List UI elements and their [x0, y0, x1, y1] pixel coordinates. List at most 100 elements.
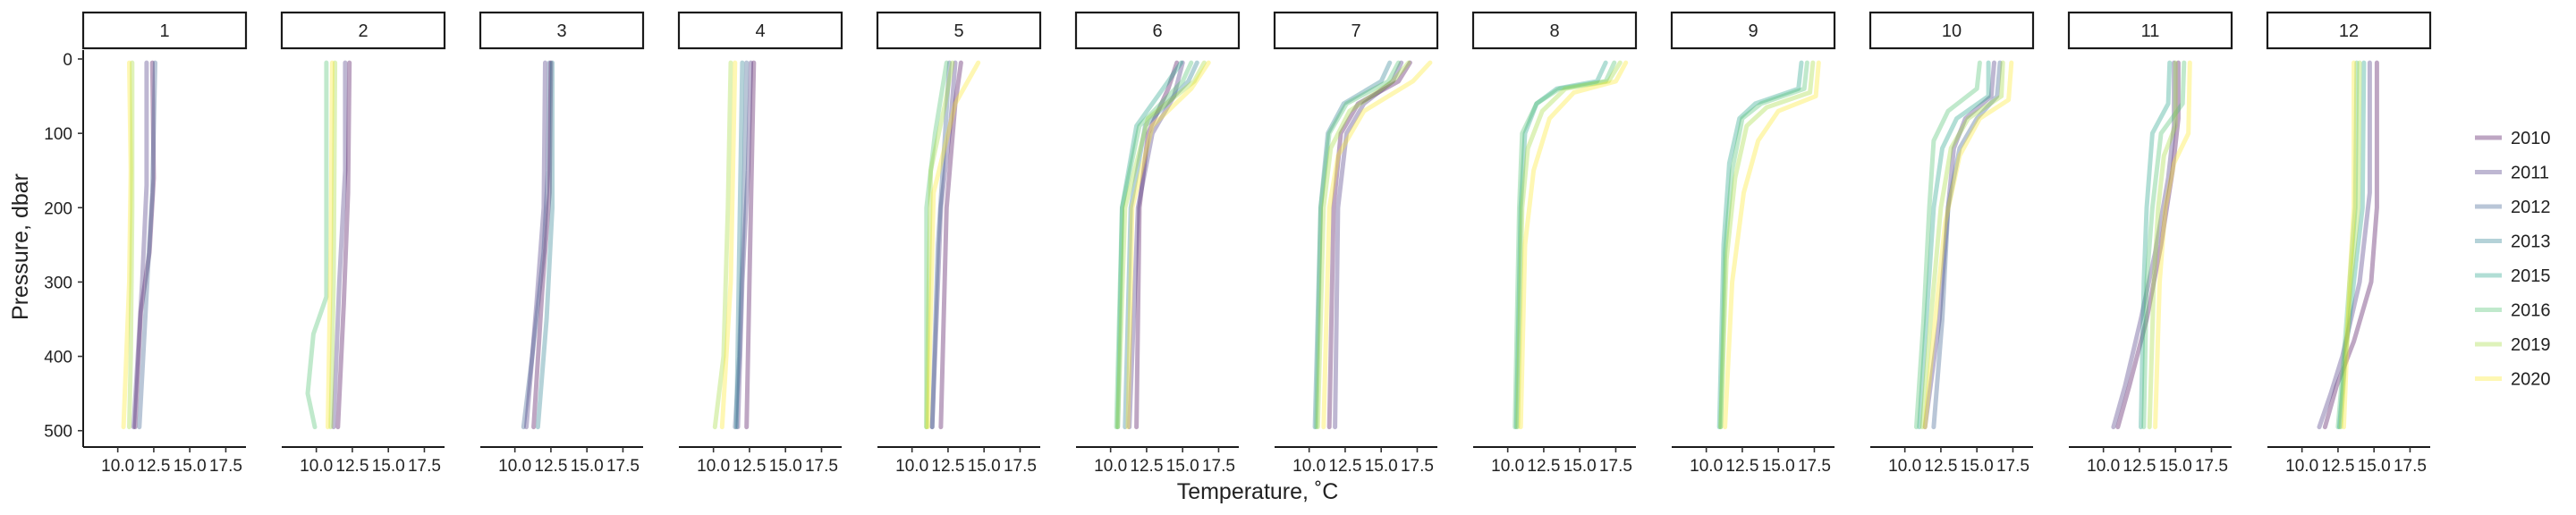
profile-line-2010: [744, 60, 757, 430]
profile-lines: [712, 60, 757, 430]
x-tick-label: 15.0: [2358, 457, 2391, 476]
x-tick-label: 12.5: [2123, 457, 2156, 476]
facet-strip: [479, 11, 645, 50]
facet-panel-6: 6 10.0 12.5 15.0 17.5: [1074, 11, 1241, 476]
profile-line-2012: [1931, 60, 2003, 430]
profile-line-2011: [735, 60, 753, 430]
y-axis: 0 100 200 300 400 500: [44, 51, 83, 442]
profile-lines: [1914, 60, 2014, 430]
y-tick-label: 0: [63, 51, 72, 70]
x-tick-label: 15.0: [1563, 457, 1597, 476]
x-tick-label: 17.5: [805, 457, 838, 476]
facet-strip: [1471, 11, 1638, 50]
profile-line-2011: [2317, 60, 2372, 430]
profile-line-2015: [1115, 60, 1184, 430]
profile-line-2020: [1125, 60, 1211, 430]
profile-line-2010: [938, 60, 963, 430]
legend-item-2012: 2012: [2475, 198, 2551, 217]
profile-line-2020: [326, 60, 335, 430]
y-axis-title: Pressure, dbar: [8, 173, 33, 320]
profile-line-2020: [2341, 60, 2357, 430]
profile-line-2011: [2111, 60, 2177, 430]
x-tick-label: 15.0: [968, 457, 1001, 476]
x-tick-label: 17.5: [1798, 457, 1831, 476]
facet-strip-label: 7: [1351, 21, 1360, 41]
profile-line-2011: [1127, 60, 1185, 430]
y-tick-label: 400: [44, 349, 72, 367]
legend-item-2015: 2015: [2475, 266, 2551, 286]
profile-line-2020: [121, 60, 133, 430]
facet-strip-label: 12: [2339, 21, 2359, 41]
profile-line-2020: [1922, 60, 2014, 430]
profile-lines: [1716, 60, 1821, 430]
facet-panel-8: 8 10.0 12.5 15.0 17.5: [1471, 11, 1638, 476]
profile-line-2010: [1326, 60, 1412, 430]
profile-line-2019: [1718, 60, 1816, 430]
profile-line-2010: [2322, 60, 2379, 430]
profile-line-2016: [2141, 60, 2187, 430]
x-tick-label: 12.5: [733, 457, 766, 476]
profile-line-2011: [524, 60, 547, 430]
profile-line-2020: [1723, 60, 1821, 430]
x-tick-label: 15.0: [1365, 457, 1398, 476]
legend-item-2013: 2013: [2475, 232, 2551, 252]
legend-item-2019: 2019: [2475, 335, 2551, 355]
profile-line-2016: [1513, 60, 1617, 430]
x-tick-label: 10.0: [498, 457, 531, 476]
x-tick-label: 15.0: [174, 457, 207, 476]
profile-line-2016: [2335, 60, 2360, 430]
legend-label: 2013: [2511, 232, 2551, 252]
facet-strip-label: 2: [358, 21, 368, 41]
profile-line-2016: [305, 60, 329, 430]
profile-line-2020: [1321, 60, 1433, 430]
x-tick-label: 15.0: [2159, 457, 2192, 476]
legend-label: 2015: [2511, 266, 2551, 286]
profile-line-2019: [2147, 60, 2178, 430]
legend-label: 2011: [2511, 164, 2549, 183]
x-tick-label: 12.5: [137, 457, 170, 476]
profile-line-2016: [1114, 60, 1194, 430]
facet-strip: [1074, 11, 1241, 50]
x-tick-label: 17.5: [2195, 457, 2228, 476]
x-tick-label: 15.0: [372, 457, 405, 476]
profile-line-2019: [1315, 60, 1411, 430]
facet-strip-label: 10: [1942, 21, 1962, 41]
profile-line-2013: [733, 60, 745, 430]
profile-line-2016: [1314, 60, 1401, 430]
profile-line-2016: [924, 60, 949, 430]
facet-strip: [1670, 11, 1836, 50]
profile-line-2011: [331, 60, 348, 430]
x-tick-label: 10.0: [697, 457, 730, 476]
facet-panel-2: 2 10.0 12.5 15.0 17.5: [280, 11, 446, 476]
profile-line-2019: [1115, 60, 1207, 430]
legend-item-2016: 2016: [2475, 301, 2551, 321]
profile-line-2010: [1134, 60, 1180, 430]
x-tick-label: 10.0: [1094, 457, 1127, 476]
facet-strip: [1273, 11, 1439, 50]
legend-label: 2020: [2511, 370, 2551, 390]
y-tick-label: 100: [44, 125, 72, 144]
facet-strip-label: 5: [953, 21, 963, 41]
profile-line-2019: [924, 60, 955, 430]
facet-panel-12: 12 10.0 12.5 15.0 17.5: [2266, 11, 2432, 476]
legend-item-2010: 2010: [2475, 129, 2551, 148]
profile-line-2016: [1914, 60, 1982, 430]
profile-line-2011: [1333, 60, 1404, 430]
profile-lines: [521, 60, 555, 430]
profile-line-2010: [132, 60, 157, 430]
facet-panel-5: 5 10.0 12.5 15.0 17.5: [876, 11, 1042, 476]
profile-line-2012: [929, 60, 952, 430]
x-tick-label: 17.5: [606, 457, 640, 476]
y-tick-label: 300: [44, 274, 72, 292]
profile-lines: [121, 60, 157, 430]
facet-strip-label: 11: [2141, 21, 2160, 41]
facet-panel-10: 10 10.0 12.5 15.0 17.5: [1868, 11, 2035, 476]
facet-strip: [2067, 11, 2233, 50]
facet-panel-9: 9 10.0 12.5 15.0 17.5: [1670, 11, 1836, 476]
legend-label: 2016: [2511, 301, 2551, 321]
facet-strip: [2266, 11, 2432, 50]
x-tick-label: 17.5: [408, 457, 441, 476]
profile-line-2015: [2139, 60, 2173, 430]
legend: 2010 2011 2012 2013 2015 2016 2019 2020: [2475, 129, 2551, 390]
